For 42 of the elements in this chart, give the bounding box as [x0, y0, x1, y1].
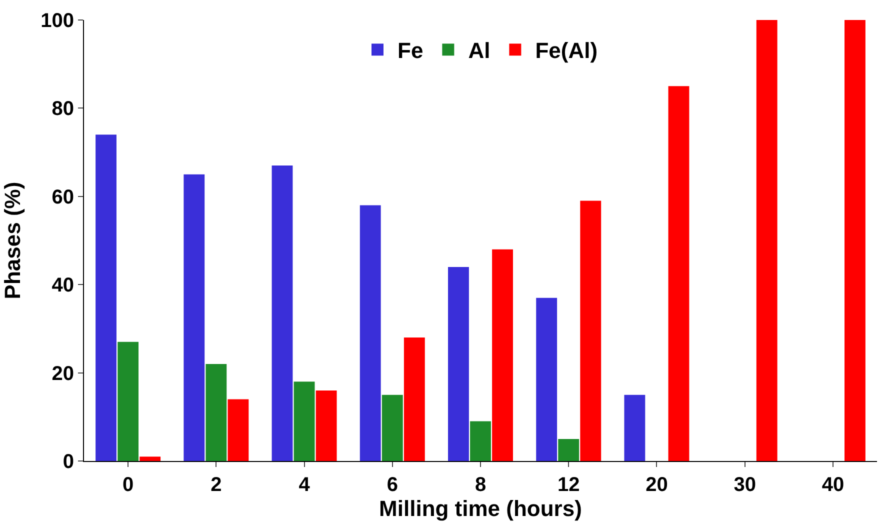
bar — [184, 174, 205, 461]
x-tick-label: 2 — [210, 474, 222, 496]
bar — [448, 266, 469, 461]
x-tick-label: 30 — [734, 474, 756, 496]
bar — [206, 364, 227, 461]
x-tick-label: 4 — [298, 474, 311, 496]
x-tick-label: 8 — [474, 474, 486, 496]
bar — [228, 399, 249, 461]
bar — [558, 438, 580, 461]
bar — [96, 134, 116, 461]
bar — [382, 394, 403, 461]
x-tick-label: 6 — [386, 474, 398, 496]
x-tick-label: 12 — [557, 474, 580, 496]
y-tick-label: 60 — [52, 186, 74, 208]
bar — [756, 20, 778, 461]
bar — [844, 20, 866, 461]
bar — [404, 338, 425, 461]
bar — [492, 249, 513, 461]
bar — [668, 86, 690, 461]
y-tick-label: 20 — [52, 362, 74, 385]
bar — [580, 200, 602, 461]
bar — [118, 342, 139, 461]
x-tick-label: 20 — [646, 474, 668, 496]
legend-label: Al — [468, 38, 490, 64]
legend-label: Fe(Al) — [535, 38, 598, 64]
y-tick-label: 40 — [52, 274, 74, 297]
x-tick-label: 0 — [122, 474, 134, 496]
bar — [272, 166, 293, 461]
x-tick-label: 40 — [822, 474, 844, 496]
bar — [536, 298, 558, 461]
bar — [470, 421, 491, 461]
y-tick-label: 0 — [62, 451, 74, 473]
bar — [360, 205, 381, 461]
bar — [294, 382, 315, 461]
y-axis-title: Phases (%) — [0, 182, 25, 300]
legend-label: Fe — [398, 38, 424, 64]
bar — [316, 390, 337, 461]
y-tick-label: 80 — [52, 98, 74, 120]
y-tick-label: 100 — [40, 10, 74, 32]
x-axis-title: Milling time (hours) — [379, 496, 582, 521]
bar — [624, 394, 646, 461]
bar — [140, 456, 161, 461]
